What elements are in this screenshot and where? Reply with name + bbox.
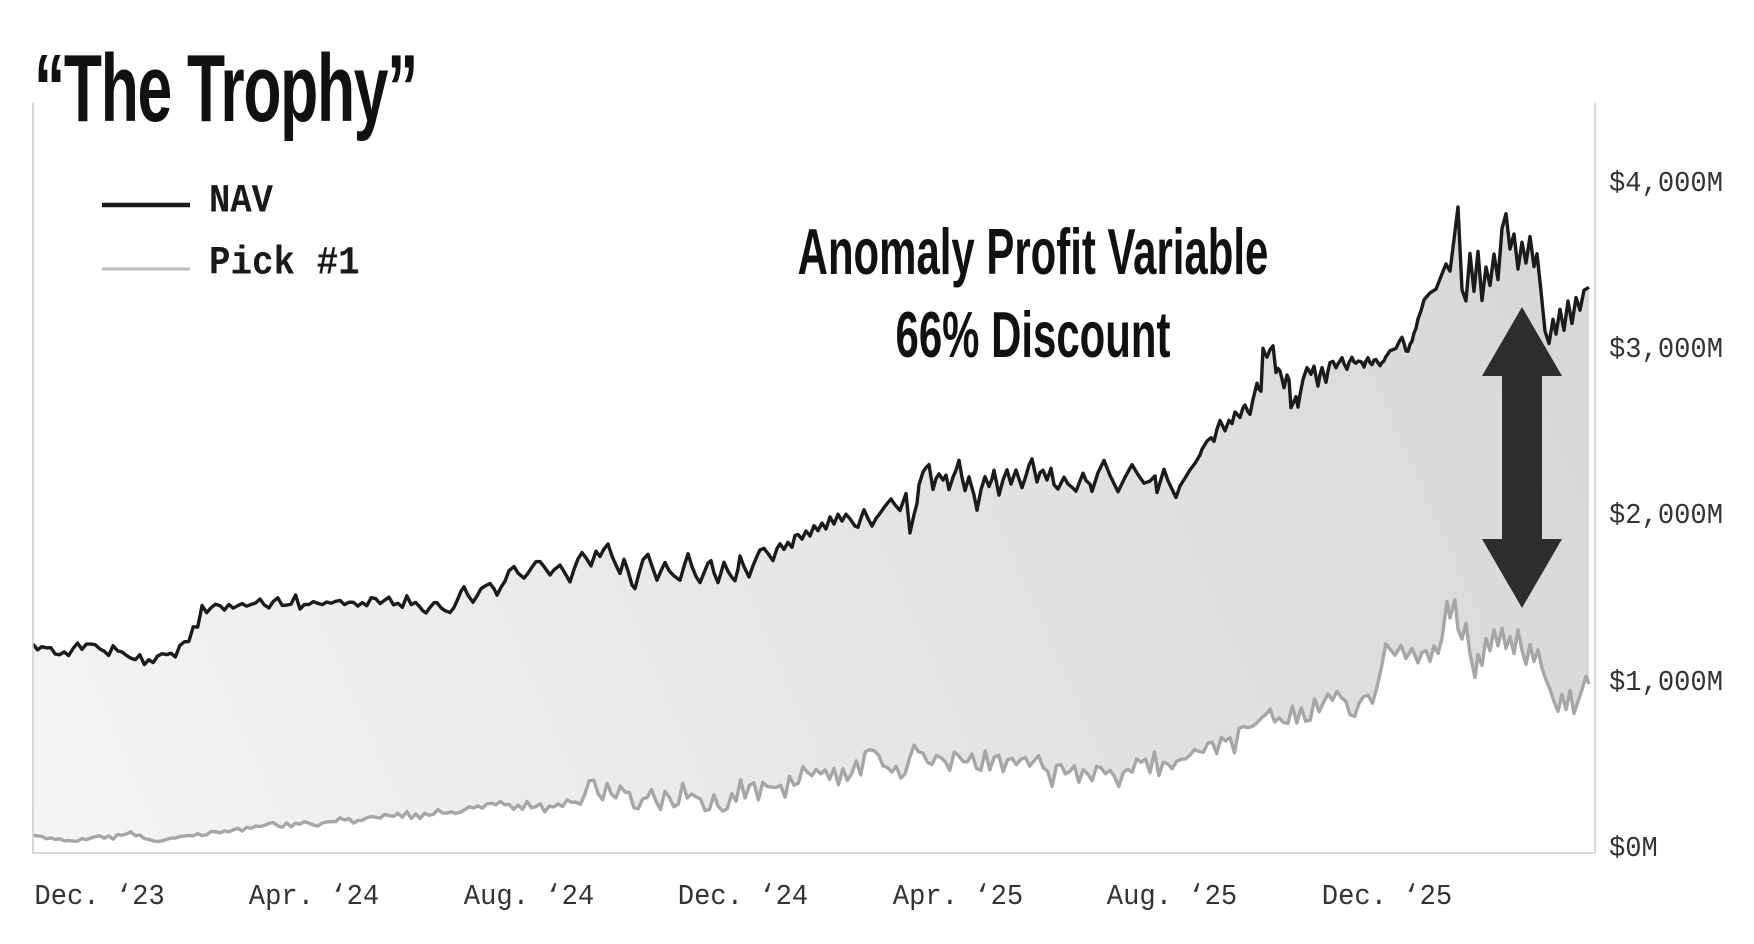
svg-text:Pick #1: Pick #1: [209, 242, 360, 287]
svg-text:$0M: $0M: [1609, 832, 1658, 865]
svg-text:Dec. ‘23: Dec. ‘23: [34, 880, 164, 913]
svg-text:Dec. ‘24: Dec. ‘24: [678, 880, 808, 913]
svg-text:Apr. ‘25: Apr. ‘25: [893, 880, 1023, 913]
svg-text:$4,000M: $4,000M: [1609, 167, 1723, 200]
svg-text:$1,000M: $1,000M: [1609, 666, 1723, 699]
svg-text:$2,000M: $2,000M: [1609, 499, 1723, 532]
svg-text:NAV: NAV: [209, 180, 273, 225]
svg-text:Aug. ‘25: Aug. ‘25: [1107, 880, 1237, 913]
svg-text:Aug. ‘24: Aug. ‘24: [464, 880, 594, 913]
svg-text:Dec. ‘25: Dec. ‘25: [1322, 880, 1452, 913]
svg-text:$3,000M: $3,000M: [1609, 333, 1723, 366]
svg-text:Apr. ‘24: Apr. ‘24: [249, 880, 379, 913]
